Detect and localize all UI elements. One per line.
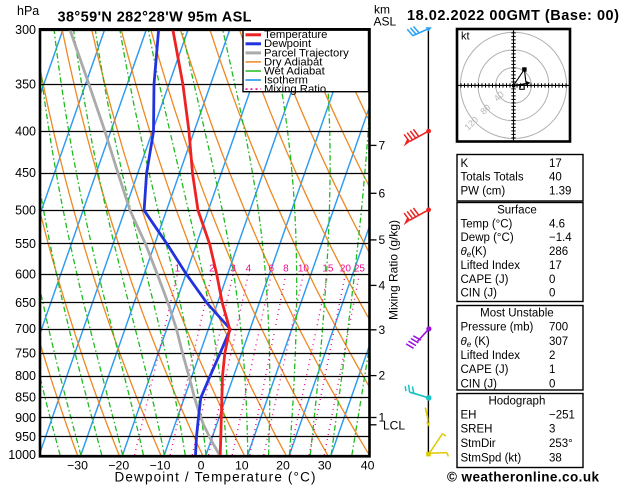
- svg-text:Most Unstable: Most Unstable: [480, 308, 554, 320]
- svg-text:StmSpd (kt): StmSpd (kt): [461, 452, 522, 464]
- svg-text:Mixing Ratio: Mixing Ratio: [264, 84, 326, 96]
- svg-text:ASL: ASL: [374, 15, 397, 29]
- svg-text:CAPE (J): CAPE (J): [461, 274, 509, 286]
- svg-text:−30: −30: [67, 458, 88, 472]
- svg-text:K: K: [461, 158, 469, 170]
- svg-text:θe(K): θe(K): [461, 246, 487, 259]
- svg-text:km: km: [374, 3, 390, 17]
- svg-text:6: 6: [379, 186, 386, 200]
- svg-text:0: 0: [549, 274, 555, 286]
- svg-text:20: 20: [276, 458, 290, 472]
- svg-text:286: 286: [549, 246, 568, 258]
- svg-text:18.02.2022 00GMT (Base: 00): 18.02.2022 00GMT (Base: 00): [407, 8, 619, 24]
- svg-text:350: 350: [15, 77, 36, 91]
- svg-text:hPa: hPa: [17, 4, 39, 18]
- svg-text:1: 1: [175, 264, 181, 275]
- svg-text:1.39: 1.39: [549, 185, 571, 197]
- svg-text:SREH: SREH: [461, 424, 493, 436]
- svg-text:Dewpoint / Temperature (°C): Dewpoint / Temperature (°C): [115, 469, 316, 484]
- svg-text:PW (cm): PW (cm): [461, 185, 506, 197]
- svg-text:θe (K): θe (K): [461, 336, 490, 349]
- svg-text:30: 30: [318, 458, 332, 472]
- svg-text:650: 650: [15, 296, 36, 310]
- svg-text:2: 2: [209, 264, 215, 275]
- svg-text:LCL: LCL: [383, 419, 405, 433]
- svg-text:20: 20: [340, 264, 352, 275]
- svg-text:−251: −251: [549, 409, 575, 421]
- svg-text:1000: 1000: [8, 448, 36, 462]
- svg-text:© weatheronline.co.uk: © weatheronline.co.uk: [447, 470, 599, 485]
- svg-text:3: 3: [549, 424, 555, 436]
- svg-text:600: 600: [15, 268, 36, 282]
- svg-text:−20: −20: [108, 458, 129, 472]
- svg-text:kt: kt: [461, 31, 470, 43]
- svg-text:25: 25: [354, 264, 366, 275]
- svg-text:450: 450: [15, 166, 36, 180]
- svg-text:38°59'N 282°28'W 95m ASL: 38°59'N 282°28'W 95m ASL: [58, 10, 252, 26]
- svg-text:5: 5: [379, 233, 386, 247]
- svg-text:Surface: Surface: [497, 205, 537, 217]
- svg-text:700: 700: [549, 322, 568, 334]
- svg-text:Isotherm: Isotherm: [264, 74, 308, 86]
- svg-text:CIN (J): CIN (J): [461, 288, 498, 300]
- svg-text:Wet Adiabat: Wet Adiabat: [264, 65, 326, 77]
- svg-text:−10: −10: [150, 458, 171, 472]
- svg-text:3: 3: [379, 323, 386, 337]
- svg-text:400: 400: [15, 125, 36, 139]
- svg-text:Parcel Trajectory: Parcel Trajectory: [264, 47, 349, 59]
- svg-text:CIN (J): CIN (J): [461, 378, 498, 390]
- svg-text:307: 307: [549, 336, 568, 348]
- svg-text:40: 40: [361, 458, 375, 472]
- svg-text:Dewpoint: Dewpoint: [264, 38, 312, 50]
- svg-text:0: 0: [198, 458, 205, 472]
- svg-text:Pressure (mb): Pressure (mb): [461, 322, 534, 334]
- svg-text:Hodograph: Hodograph: [488, 396, 545, 408]
- svg-text:17: 17: [549, 158, 562, 170]
- svg-text:15: 15: [322, 264, 334, 275]
- svg-text:300: 300: [15, 23, 36, 37]
- svg-text:Dewp (°C): Dewp (°C): [461, 232, 514, 244]
- svg-text:17: 17: [549, 260, 562, 272]
- svg-text:40: 40: [549, 172, 562, 184]
- svg-text:4: 4: [246, 264, 252, 275]
- svg-text:Lifted Index: Lifted Index: [461, 350, 521, 362]
- svg-text:StmDir: StmDir: [461, 438, 496, 450]
- svg-text:CAPE (J): CAPE (J): [461, 364, 509, 376]
- svg-text:700: 700: [15, 322, 36, 336]
- svg-text:10: 10: [235, 458, 249, 472]
- svg-text:0: 0: [549, 288, 555, 300]
- svg-text:950: 950: [15, 430, 36, 444]
- svg-text:EH: EH: [461, 409, 477, 421]
- svg-text:4.6: 4.6: [549, 218, 565, 230]
- svg-text:6: 6: [269, 264, 275, 275]
- svg-text:−1.4: −1.4: [549, 232, 572, 244]
- svg-text:Dry Adiabat: Dry Adiabat: [264, 56, 323, 68]
- svg-text:500: 500: [15, 203, 36, 217]
- svg-text:800: 800: [15, 369, 36, 383]
- svg-text:Temperature: Temperature: [264, 29, 327, 41]
- svg-text:0: 0: [549, 378, 555, 390]
- svg-text:Totals Totals: Totals Totals: [461, 172, 524, 184]
- svg-text:7: 7: [379, 138, 386, 152]
- svg-text:4: 4: [379, 278, 386, 292]
- svg-text:550: 550: [15, 237, 36, 251]
- svg-text:1: 1: [379, 411, 386, 425]
- svg-text:850: 850: [15, 391, 36, 405]
- svg-text:Mixing Ratio (g/kg): Mixing Ratio (g/kg): [387, 220, 401, 320]
- svg-text:Lifted Index: Lifted Index: [461, 260, 521, 272]
- svg-text:2: 2: [379, 369, 386, 383]
- svg-text:38: 38: [549, 452, 562, 464]
- svg-text:2: 2: [549, 350, 555, 362]
- svg-text:Temp (°C): Temp (°C): [461, 218, 513, 230]
- svg-text:10: 10: [298, 264, 310, 275]
- svg-text:900: 900: [15, 411, 36, 425]
- svg-text:750: 750: [15, 346, 36, 360]
- svg-text:3: 3: [230, 264, 236, 275]
- svg-text:8: 8: [283, 264, 289, 275]
- svg-text:253°: 253°: [549, 438, 573, 450]
- svg-text:1: 1: [549, 364, 555, 376]
